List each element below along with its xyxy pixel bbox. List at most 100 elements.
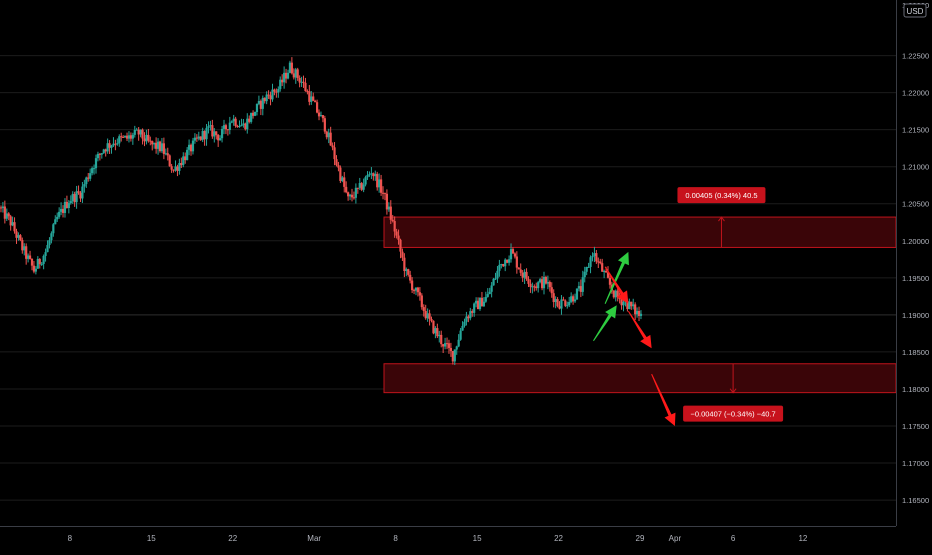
candle	[564, 299, 567, 308]
candle	[422, 304, 425, 317]
candle	[443, 337, 447, 350]
candle	[442, 343, 445, 353]
candle	[453, 349, 456, 366]
candle	[137, 126, 140, 141]
candle	[457, 334, 460, 348]
candle	[521, 269, 524, 282]
candle	[27, 253, 30, 263]
candle	[180, 157, 183, 168]
candle	[96, 151, 100, 162]
candle	[232, 114, 235, 126]
y-tick-label: 1.18500	[902, 348, 929, 357]
candle	[25, 243, 28, 265]
candle	[362, 178, 365, 193]
candle	[30, 258, 34, 271]
candle	[292, 68, 295, 80]
candle	[32, 260, 36, 274]
candle	[92, 164, 96, 175]
candle	[440, 330, 443, 348]
candle	[589, 255, 592, 274]
candle	[407, 268, 410, 277]
candle	[381, 186, 385, 200]
candle	[164, 148, 167, 156]
candle	[432, 320, 435, 335]
candle	[110, 144, 113, 154]
candle	[34, 266, 37, 275]
currency-badge[interactable]	[903, 3, 927, 18]
candle	[158, 140, 162, 153]
candle	[546, 275, 549, 290]
candle	[120, 132, 123, 142]
candle	[498, 259, 501, 277]
candle	[480, 291, 484, 307]
candle	[246, 113, 249, 134]
candle	[416, 286, 420, 297]
red-arrow[interactable]	[627, 310, 652, 349]
candle	[69, 195, 72, 205]
candle	[482, 297, 485, 307]
candle	[554, 296, 557, 309]
candle	[350, 188, 354, 202]
candle	[156, 138, 160, 155]
candle	[215, 131, 218, 140]
candle	[147, 128, 150, 143]
candle	[42, 254, 45, 270]
measure-label-text: 0.00405 (0.34%) 40.5	[685, 191, 757, 200]
candle	[434, 326, 437, 339]
x-tick-label: 15	[147, 534, 156, 543]
y-tick-label: 1.19500	[902, 274, 929, 283]
candle	[397, 229, 400, 245]
candle	[265, 91, 268, 105]
candle	[170, 163, 173, 173]
candle	[257, 95, 261, 106]
candle	[403, 253, 406, 278]
candle	[571, 294, 575, 305]
candle	[428, 309, 431, 326]
candle	[511, 247, 515, 254]
measure-label-box[interactable]	[683, 405, 784, 422]
candle	[155, 137, 158, 154]
candle	[568, 296, 571, 308]
candle	[174, 160, 177, 172]
candle	[639, 310, 643, 320]
candle	[581, 270, 584, 296]
candle	[67, 200, 70, 214]
candle	[203, 130, 206, 146]
measure-label-box[interactable]	[677, 187, 766, 204]
candle	[201, 127, 204, 143]
candle	[372, 172, 375, 181]
y-tick-label: 1.21000	[902, 163, 929, 172]
candle	[236, 124, 239, 128]
green-arrow[interactable]	[593, 305, 617, 342]
candle	[577, 281, 581, 292]
candle	[46, 240, 49, 253]
candle	[277, 86, 280, 98]
candle	[360, 181, 363, 192]
red-arrow[interactable]	[604, 266, 629, 304]
green-arrow[interactable]	[604, 251, 629, 304]
candle	[601, 258, 604, 272]
candle	[319, 111, 323, 117]
red-arrow[interactable]	[651, 373, 676, 426]
candle	[542, 271, 546, 295]
support-zone[interactable]	[383, 363, 897, 394]
candle	[187, 139, 191, 156]
candle	[255, 103, 259, 116]
candle	[430, 316, 433, 323]
candle	[352, 191, 356, 200]
candle	[300, 76, 303, 87]
candle	[321, 114, 325, 123]
candle	[409, 270, 412, 284]
candle	[87, 172, 90, 182]
candle	[135, 127, 138, 131]
x-tick-label: 29	[636, 534, 645, 543]
candle	[603, 269, 606, 279]
candle	[21, 237, 24, 254]
candle	[515, 251, 518, 274]
resistance-zone[interactable]	[383, 216, 897, 248]
candle	[28, 250, 32, 260]
y-tick-label: 1.20500	[902, 200, 929, 209]
candle	[250, 112, 253, 124]
